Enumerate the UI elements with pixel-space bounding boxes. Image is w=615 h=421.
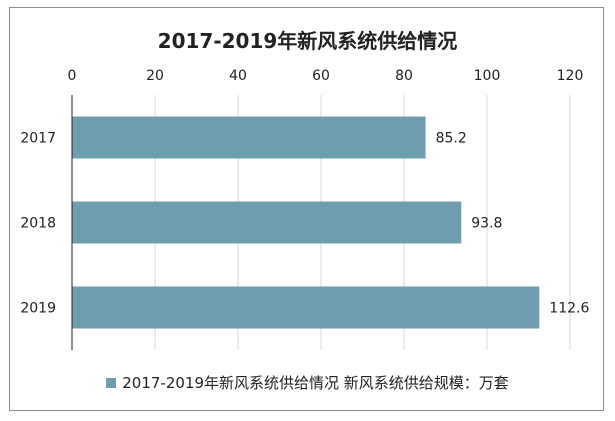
x-tick-label-100: 100	[474, 68, 501, 84]
legend-swatch	[106, 378, 117, 388]
bar-2017	[72, 116, 426, 159]
x-tick-label-0: 0	[68, 68, 77, 84]
bar-2019	[72, 286, 540, 329]
bar-2018	[72, 201, 462, 244]
bars	[72, 116, 540, 329]
x-tick-labels: 0 20 40 60 80 100 120	[68, 68, 584, 84]
data-label-2017: 85.2	[436, 131, 467, 147]
category-label-2017: 2017	[20, 131, 56, 147]
x-tick-label-60: 60	[312, 68, 330, 84]
legend: 2017-2019年新风系统供给情况 新风系统供给规模：万套	[0, 372, 615, 393]
x-tick-label-40: 40	[229, 68, 247, 84]
data-labels: 85.2 93.8 112.6	[436, 131, 590, 317]
chart-title: 2017-2019年新风系统供给情况	[157, 29, 458, 53]
x-tick-label-20: 20	[146, 68, 164, 84]
category-label-2018: 2018	[20, 216, 56, 232]
x-tick-label-80: 80	[395, 68, 413, 84]
x-tick-label-120: 120	[557, 68, 584, 84]
data-label-2019: 112.6	[549, 301, 589, 317]
data-label-2018: 93.8	[471, 216, 502, 232]
category-labels: 2017 2018 2019	[20, 131, 56, 317]
legend-label: 2017-2019年新风系统供给情况 新风系统供给规模：万套	[122, 374, 509, 392]
category-label-2019: 2019	[20, 301, 56, 317]
